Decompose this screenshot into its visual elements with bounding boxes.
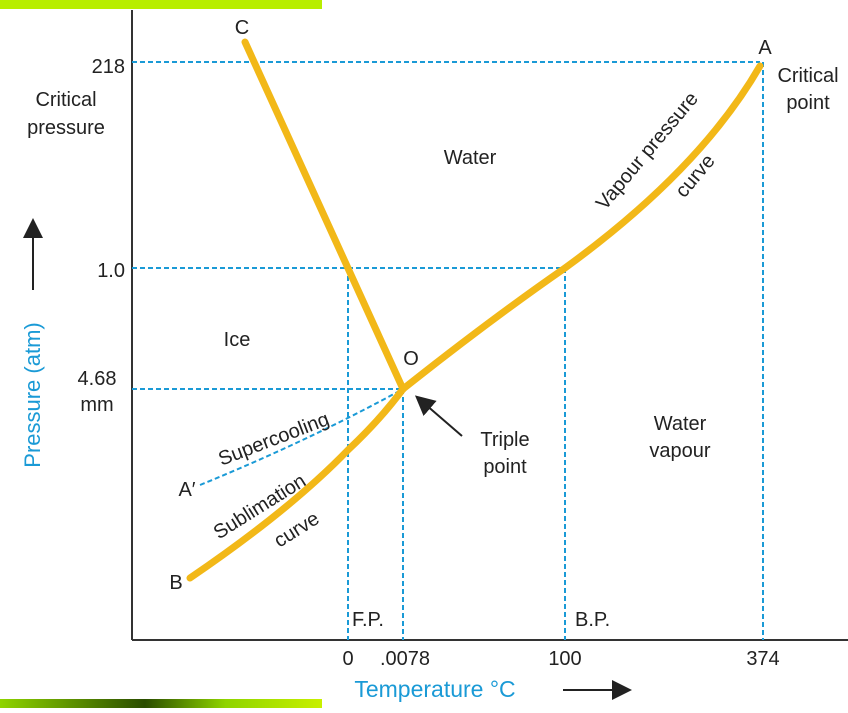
point-label: A [758, 37, 772, 59]
triple-arrow [414, 395, 463, 437]
x-tick: 0 [342, 648, 353, 670]
region: Ice [224, 329, 251, 351]
fusion-curve [241, 38, 407, 393]
x-tick: 100 [548, 648, 581, 670]
y-note: pressure [27, 117, 105, 139]
annotation: point [786, 92, 830, 114]
sublimation-curve [186, 385, 407, 582]
x-label: Temperature °C [354, 676, 515, 702]
x-mark: F.P. [352, 609, 384, 631]
y-label: Pressure (atm) [20, 322, 45, 467]
annotation: point [483, 456, 527, 478]
region: vapour [649, 440, 710, 462]
point-label: C [235, 17, 249, 39]
point-label: A′ [178, 479, 195, 501]
y-tick: 218 [92, 56, 125, 78]
x-tick: 374 [746, 648, 779, 670]
annotation: Triple [480, 429, 529, 451]
region: Water [444, 147, 497, 169]
y-note: Critical [35, 89, 96, 111]
y-tick: 1.0 [97, 260, 125, 282]
top-bar [0, 0, 322, 9]
point-label: B [169, 572, 182, 594]
x-mark: B.P. [575, 609, 610, 631]
x-tick: .0078 [380, 648, 430, 670]
annotation: Supercooling [215, 408, 332, 470]
annotation: Critical [777, 65, 838, 87]
region: Water [654, 413, 707, 435]
vapour-curve [399, 62, 764, 393]
y-tick: mm [80, 394, 113, 416]
bottom-bar [0, 699, 322, 708]
y-tick: 4.68 [78, 368, 117, 390]
point-label: O [403, 348, 419, 370]
